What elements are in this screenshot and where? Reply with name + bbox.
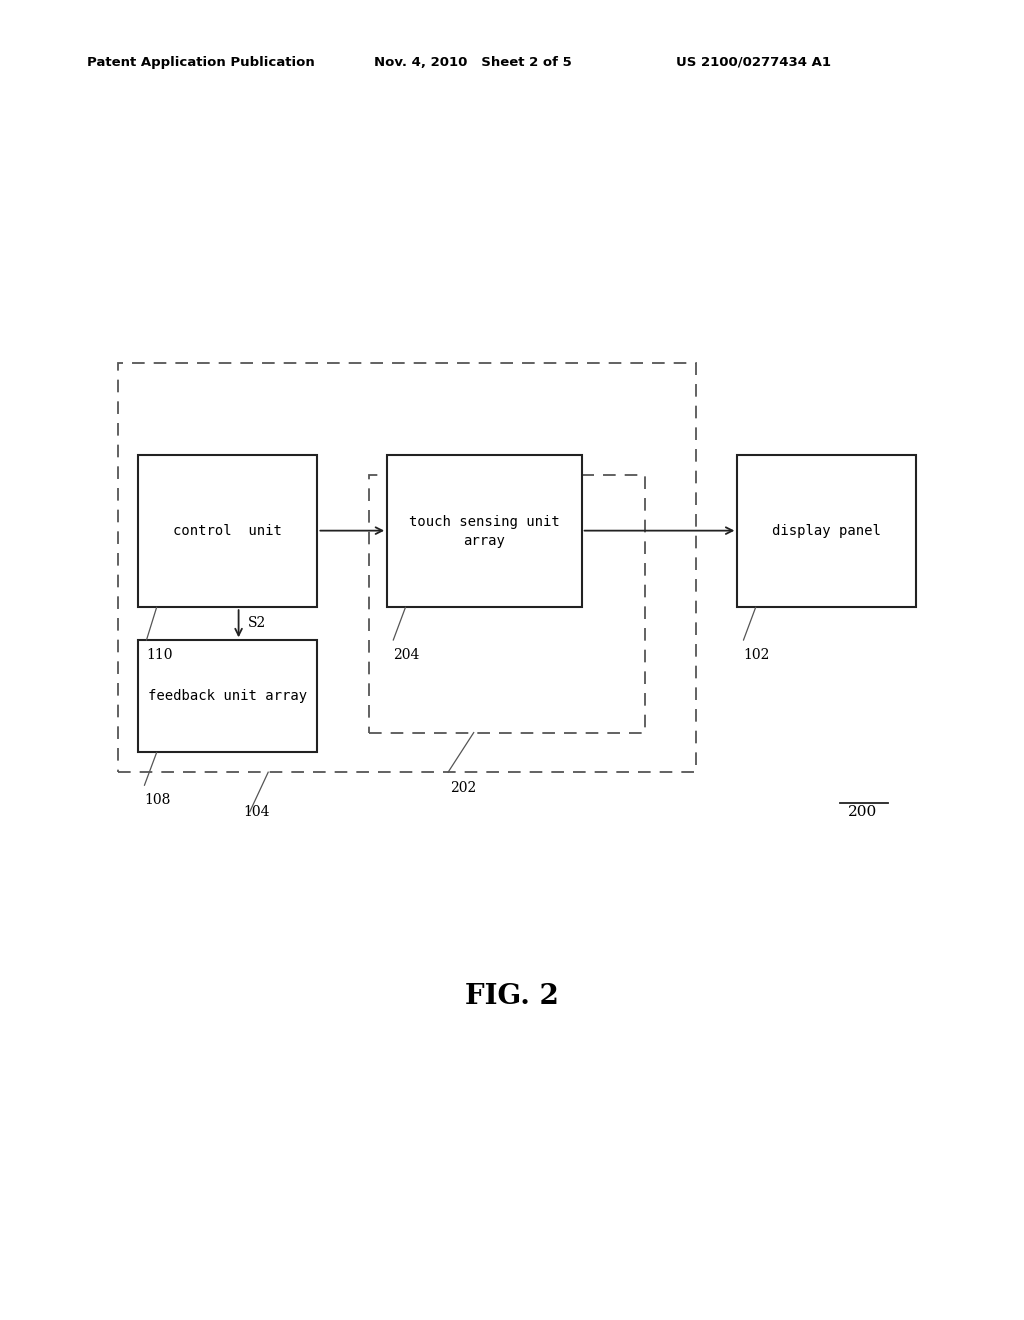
Bar xyxy=(737,455,916,607)
Text: control  unit: control unit xyxy=(173,524,283,539)
Bar xyxy=(138,455,317,607)
Text: 104: 104 xyxy=(244,805,270,820)
Text: 102: 102 xyxy=(743,648,770,663)
Text: feedback unit array: feedback unit array xyxy=(148,689,307,704)
Text: display panel: display panel xyxy=(772,524,882,539)
Text: 110: 110 xyxy=(146,648,173,663)
Text: Nov. 4, 2010   Sheet 2 of 5: Nov. 4, 2010 Sheet 2 of 5 xyxy=(374,55,571,69)
Text: FIG. 2: FIG. 2 xyxy=(465,983,559,1010)
Text: 202: 202 xyxy=(451,781,477,796)
Text: 200: 200 xyxy=(848,805,878,820)
Text: 108: 108 xyxy=(144,793,171,808)
Bar xyxy=(369,475,645,733)
Text: Patent Application Publication: Patent Application Publication xyxy=(87,55,314,69)
Text: touch sensing unit
array: touch sensing unit array xyxy=(409,515,560,548)
Text: 204: 204 xyxy=(393,648,420,663)
Bar xyxy=(138,640,317,752)
Bar xyxy=(387,455,582,607)
Text: S2: S2 xyxy=(248,616,266,630)
Text: US 2100/0277434 A1: US 2100/0277434 A1 xyxy=(676,55,830,69)
Bar xyxy=(118,363,696,772)
